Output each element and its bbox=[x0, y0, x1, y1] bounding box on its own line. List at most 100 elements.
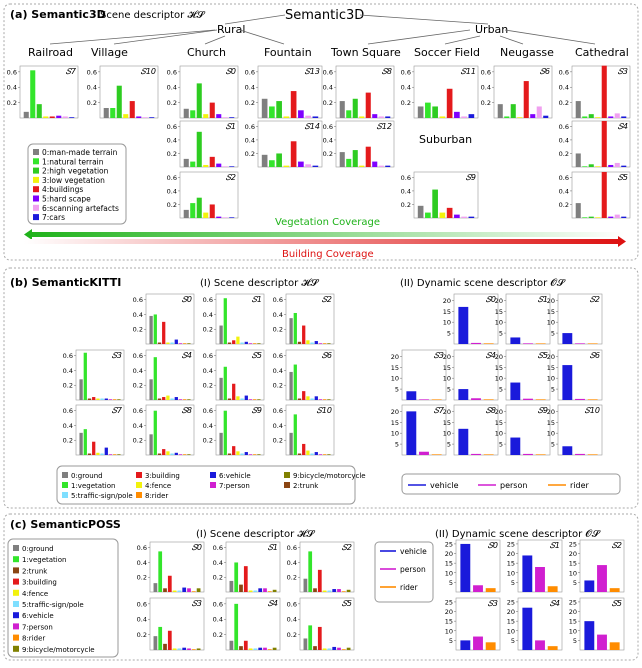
legend-swatch bbox=[13, 612, 19, 619]
scene-fountain: Fountain bbox=[264, 46, 312, 59]
plot-area bbox=[413, 65, 479, 119]
y-tick-label: 15 bbox=[507, 560, 515, 568]
bar bbox=[312, 116, 319, 118]
bar bbox=[587, 343, 598, 344]
chart-kdyn_S1: 𝑆1 20 15 10 5 bbox=[495, 293, 551, 345]
chart-s3d_S6: 𝑆6 0.6 0.4 0.2 bbox=[481, 65, 553, 119]
y-tick-label: 20 bbox=[547, 353, 555, 361]
bar bbox=[283, 165, 290, 167]
bar bbox=[317, 569, 322, 592]
bar bbox=[283, 116, 290, 118]
legend-label: 3:low vegetation bbox=[42, 176, 105, 185]
plot-area bbox=[571, 171, 631, 219]
y-tick-label: 20 bbox=[391, 408, 399, 416]
y-tick-label: 15 bbox=[391, 364, 399, 372]
y-tick-label: 10 bbox=[569, 569, 577, 577]
chart-s3d_S8: 𝑆8 0.6 0.4 0.2 bbox=[323, 65, 395, 119]
bar bbox=[49, 116, 55, 118]
bar bbox=[187, 454, 191, 455]
bar bbox=[473, 585, 483, 592]
bar bbox=[149, 315, 153, 344]
chart-kitti_S10: 𝑆10 0.6 0.4 0.2 bbox=[273, 404, 335, 456]
y-tick-label: 0.6 bbox=[273, 352, 283, 360]
chart-title: 𝑆9 bbox=[466, 173, 476, 182]
y-tick-label: 0.6 bbox=[133, 352, 143, 360]
bar bbox=[439, 212, 446, 218]
y-tick-label: 0.6 bbox=[167, 123, 177, 131]
chart-title: 𝑆5 bbox=[618, 173, 628, 182]
bar bbox=[378, 116, 384, 118]
bar bbox=[240, 453, 244, 455]
bar bbox=[236, 451, 240, 455]
legend-label: 6:scanning artefacts bbox=[42, 204, 119, 213]
y-tick-label: 0.4 bbox=[133, 422, 143, 430]
coverage-arrows: Vegetation Coverage Building Coverage bbox=[24, 217, 626, 260]
bar bbox=[244, 395, 248, 400]
y-tick-label: 10 bbox=[495, 375, 503, 383]
legend-swatch bbox=[33, 214, 39, 221]
panel-c-label: (c) SemanticPOSS bbox=[10, 518, 121, 531]
y-tick-label: 0.6 bbox=[273, 407, 283, 415]
bar bbox=[219, 432, 223, 455]
bar bbox=[341, 649, 346, 650]
legend-swatch bbox=[33, 195, 39, 202]
bar bbox=[257, 454, 261, 455]
bar bbox=[79, 379, 83, 400]
bar bbox=[177, 590, 182, 592]
bar bbox=[203, 164, 209, 167]
legend-label: vehicle bbox=[430, 481, 459, 490]
chart-kitti_S1: 𝑆1 0.6 0.4 0.2 bbox=[203, 293, 265, 345]
y-tick-label: 15 bbox=[443, 364, 451, 372]
chart-title: 𝑆7 bbox=[112, 406, 123, 415]
y-tick-label: 0.4 bbox=[273, 311, 283, 319]
y-tick-label: 0.2 bbox=[213, 574, 223, 582]
bar bbox=[110, 108, 116, 118]
y-tick-label: 0.6 bbox=[245, 68, 255, 76]
building-arrowhead bbox=[618, 236, 626, 247]
bar bbox=[166, 395, 170, 400]
y-tick-label: 0.4 bbox=[481, 84, 491, 92]
scene-soccer-field: Soccer Field bbox=[414, 46, 480, 59]
chart-title: 𝑆1 bbox=[252, 295, 262, 304]
bar bbox=[223, 366, 227, 400]
chart-kdyn_S7: 𝑆7 20 15 10 5 bbox=[391, 404, 447, 456]
y-tick-label: 0.2 bbox=[167, 201, 177, 209]
y-tick-label: 15 bbox=[443, 419, 451, 427]
legend-label: 3:building bbox=[145, 472, 180, 480]
legend-swatch bbox=[210, 482, 216, 488]
bar bbox=[293, 312, 297, 344]
bar bbox=[229, 580, 234, 592]
bar bbox=[327, 590, 332, 592]
legend-swatch bbox=[13, 567, 19, 574]
bar bbox=[298, 161, 304, 167]
legend-label: rider bbox=[570, 481, 590, 490]
y-tick-label: 0.6 bbox=[559, 123, 569, 131]
chart-s3d_S3: 𝑆3 0.6 0.4 0.2 bbox=[559, 65, 631, 119]
bar bbox=[352, 98, 358, 118]
y-tick-label: 0.2 bbox=[481, 99, 491, 107]
chart-title: 𝑆4 bbox=[268, 599, 278, 608]
legend-label: 9:bicycle/motorcycle bbox=[22, 646, 95, 654]
chart-poss_S3: 𝑆3 0.6 0.4 0.2 bbox=[137, 597, 205, 651]
y-tick-label: 0.6 bbox=[559, 68, 569, 76]
bar bbox=[332, 646, 337, 650]
chart-kitti_S6: 𝑆6 0.6 0.4 0.2 bbox=[273, 349, 335, 401]
bar bbox=[253, 399, 257, 400]
bar bbox=[327, 454, 331, 455]
bar bbox=[253, 648, 258, 650]
legend-poss: 0:ground 1:vegetation 2:trunk 3:building 4:f… bbox=[7, 538, 119, 658]
bar bbox=[234, 603, 239, 650]
bar bbox=[406, 411, 417, 455]
bar bbox=[446, 207, 453, 218]
bar bbox=[157, 342, 162, 344]
y-tick-label: 0.6 bbox=[203, 352, 213, 360]
bar bbox=[575, 398, 585, 400]
bar bbox=[142, 117, 148, 118]
y-tick-label: 20 bbox=[443, 353, 451, 361]
y-tick-label: 0.4 bbox=[213, 616, 223, 624]
chart-kdyn_S2: 𝑆2 20 15 10 5 bbox=[547, 293, 603, 345]
chart-kdyn_S8: 𝑆8 20 15 10 5 bbox=[443, 404, 499, 456]
chart-s3d_S13: 𝑆13 0.6 0.4 0.2 bbox=[245, 65, 323, 119]
y-tick-label: 15 bbox=[443, 308, 451, 316]
